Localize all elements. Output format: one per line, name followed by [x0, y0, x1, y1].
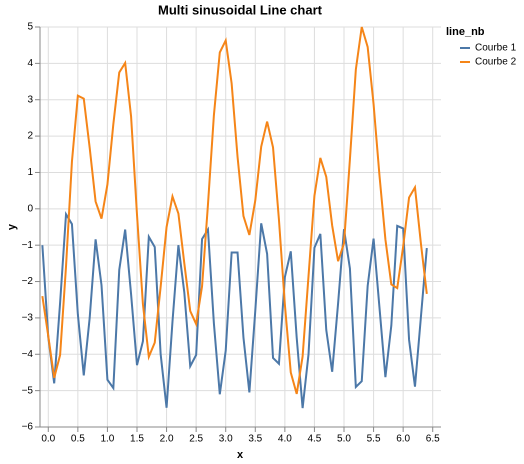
x-tick-label: 4.5	[307, 434, 321, 445]
y-tick-label: −4	[22, 349, 34, 360]
x-tick-label: 0.0	[41, 434, 55, 445]
y-tick-label: 1	[27, 167, 33, 178]
x-tick-label: 2.5	[189, 434, 203, 445]
x-tick-label: 0.5	[71, 434, 85, 445]
y-tick-label: −1	[22, 240, 34, 251]
x-tick-label: 5.5	[367, 434, 381, 445]
y-tick-label: 3	[27, 94, 33, 105]
y-axis-title: y	[6, 223, 18, 230]
y-tick-label: −5	[22, 385, 34, 396]
y-tick-label: 4	[27, 58, 33, 69]
y-tick-label: 2	[27, 131, 33, 142]
x-tick-label: 4.0	[278, 434, 292, 445]
x-tick-label: 5.0	[337, 434, 351, 445]
chart-title: Multi sinusoidal Line chart	[158, 2, 323, 17]
x-tick-label: 3.0	[219, 434, 233, 445]
y-tick-label: 5	[27, 22, 33, 33]
legend-label: Courbe 2	[475, 57, 517, 68]
legend-label: Courbe 1	[475, 43, 517, 54]
line	[41, 26, 428, 395]
x-tick-label: 1.0	[100, 434, 114, 445]
y-tick-label: −6	[22, 422, 34, 433]
x-tick-label: 2.0	[160, 434, 174, 445]
line	[41, 211, 428, 409]
x-tick-label: 6.5	[426, 434, 440, 445]
y-tick-label: −3	[22, 313, 34, 324]
x-tick-label: 6.0	[396, 434, 410, 445]
x-axis-title: x	[237, 449, 244, 461]
y-tick-label: −2	[22, 276, 34, 287]
x-tick-label: 3.5	[248, 434, 262, 445]
legend-title: line_nb	[446, 26, 485, 38]
x-tick-label: 1.5	[130, 434, 144, 445]
y-tick-label: 0	[27, 203, 33, 214]
